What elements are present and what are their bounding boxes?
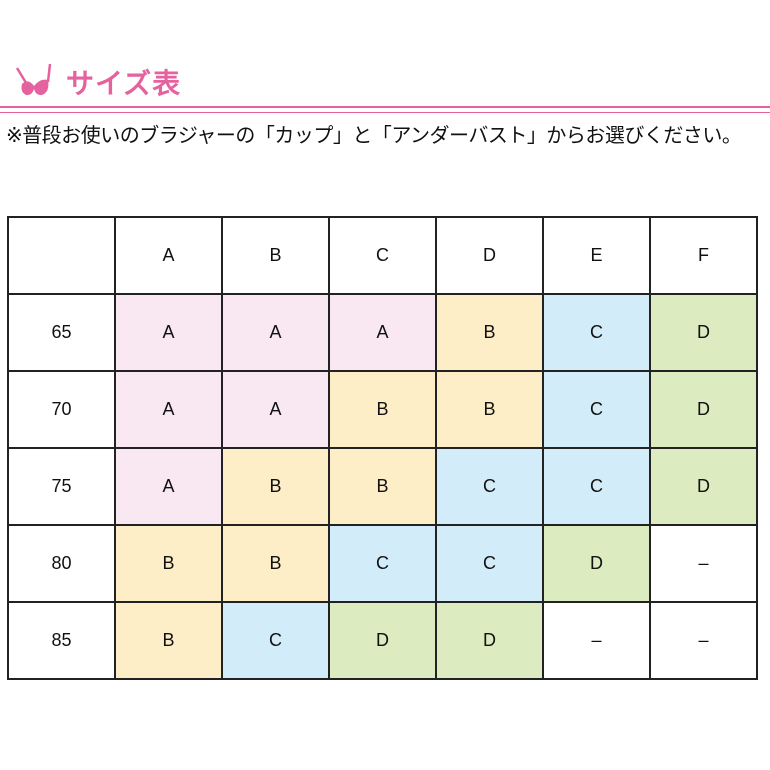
size-cell: D [649, 370, 758, 449]
size-cell: B [114, 601, 223, 680]
row-label: 75 [7, 447, 116, 526]
size-cell: D [649, 447, 758, 526]
size-cell: B [221, 524, 330, 603]
size-cell: D [328, 601, 437, 680]
table-row: 70 A A B B C D [7, 370, 758, 449]
size-cell: A [328, 293, 437, 372]
size-cell: B [435, 293, 544, 372]
instruction-note: ※普段お使いのブラジャーの「カップ」と「アンダーバスト」からお選びください。 [6, 123, 742, 147]
size-cell: B [328, 447, 437, 526]
table-row: 80 B B C C D – [7, 524, 758, 603]
size-cell: C [435, 447, 544, 526]
size-cell: B [328, 370, 437, 449]
size-cell: C [221, 601, 330, 680]
size-cell: B [114, 524, 223, 603]
size-cell: – [542, 601, 651, 680]
column-header: C [328, 216, 437, 295]
row-label: 65 [7, 293, 116, 372]
divider [0, 106, 770, 108]
size-cell: C [542, 370, 651, 449]
size-cell: C [435, 524, 544, 603]
size-cell: D [435, 601, 544, 680]
bra-icon [14, 62, 54, 102]
table-row: 85 B C D D – – [7, 601, 758, 680]
size-cell: D [542, 524, 651, 603]
section-header: サイズ表 [14, 62, 181, 102]
size-cell: – [649, 601, 758, 680]
size-cell: A [114, 447, 223, 526]
row-label: 85 [7, 601, 116, 680]
row-label: 80 [7, 524, 116, 603]
row-label: 70 [7, 370, 116, 449]
size-cell: A [114, 370, 223, 449]
divider [0, 112, 770, 113]
table-row: 65 A A A B C D [7, 293, 758, 372]
size-cell: A [221, 370, 330, 449]
column-header: D [435, 216, 544, 295]
column-header: B [221, 216, 330, 295]
table-row: 75 A B B C C D [7, 447, 758, 526]
size-cell: A [114, 293, 223, 372]
size-cell: C [542, 447, 651, 526]
size-cell: C [542, 293, 651, 372]
size-cell: – [649, 524, 758, 603]
size-table: A B C D E F 65 A A A B C D 70 A A B B C D 75 A B B C C D 80 B B C C D –85… [7, 216, 758, 680]
size-cell: B [435, 370, 544, 449]
size-cell: A [221, 293, 330, 372]
column-header: E [542, 216, 651, 295]
page-title: サイズ表 [66, 67, 182, 100]
size-cell: D [649, 293, 758, 372]
size-cell: B [221, 447, 330, 526]
column-header: F [649, 216, 758, 295]
column-header [7, 216, 116, 295]
column-header: A [114, 216, 223, 295]
size-cell: C [328, 524, 437, 603]
